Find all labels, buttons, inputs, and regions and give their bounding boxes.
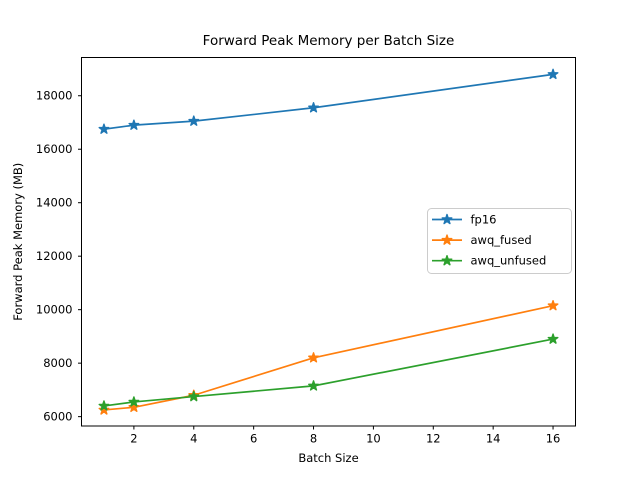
y-tick-label: 16000	[36, 142, 73, 156]
y-axis-label: Forward Peak Memory (MB)	[11, 163, 25, 321]
star-marker-fp16	[308, 102, 319, 113]
star-marker-fp16	[188, 115, 200, 126]
y-tick-label: 12000	[36, 249, 73, 263]
series-fp16	[98, 68, 559, 134]
y-tick-label: 6000	[43, 410, 72, 424]
x-tick-label: 14	[486, 432, 501, 446]
legend-entry-awq_fused: awq_fused	[432, 233, 532, 247]
series-awq_unfused	[98, 333, 559, 411]
star-marker-awq_unfused	[98, 400, 110, 411]
legend-label: fp16	[471, 213, 497, 227]
star-marker-awq_fused	[98, 404, 110, 415]
axes: 2 4 6 8 10 12 14 16 6000 8000 10000 12000 14000 16000…	[36, 57, 576, 446]
star-marker-fp16	[98, 123, 110, 134]
x-tick-label: 8	[310, 432, 317, 446]
star-marker-awq_fused	[547, 299, 559, 311]
data-series	[98, 68, 559, 415]
x-tick-label: 6	[250, 432, 257, 446]
plot-border	[81, 57, 576, 427]
legend-label: awq_unfused	[471, 254, 547, 268]
x-tick-label: 10	[366, 432, 381, 446]
y-tick-label: 10000	[36, 303, 73, 317]
star-marker-awq_unfused	[128, 396, 140, 407]
legend-box	[427, 208, 572, 274]
x-tick-label: 16	[546, 432, 561, 446]
y-tick-label: 8000	[43, 356, 72, 370]
x-tick-label: 2	[130, 432, 137, 446]
star-marker-fp16	[128, 119, 140, 130]
y-axis-ticks: 6000 8000 10000 12000 14000 16000 18000	[36, 89, 82, 424]
x-axis-label: Batch Size	[298, 451, 358, 465]
legend-star-marker	[441, 234, 453, 245]
legend-label: awq_fused	[471, 233, 532, 247]
chart-title: Forward Peak Memory per Batch Size	[203, 33, 455, 49]
star-marker-awq_unfused	[188, 390, 200, 402]
x-tick-label: 4	[190, 432, 197, 446]
legend: fp16 awq_fused awq_unfused	[427, 208, 572, 274]
star-marker-fp16	[547, 68, 559, 80]
legend-star-marker	[441, 213, 453, 225]
y-tick-label: 18000	[36, 89, 73, 103]
star-marker-awq_fused	[308, 352, 319, 363]
star-marker-awq_unfused	[308, 380, 319, 391]
star-marker-awq_unfused	[547, 333, 559, 344]
legend-entry-awq_unfused: awq_unfused	[432, 254, 546, 268]
x-axis-ticks: 2 4 6 8 10 12 14 16	[130, 426, 560, 446]
legend-star-marker	[441, 255, 453, 266]
y-tick-label: 14000	[36, 196, 73, 210]
x-tick-label: 12	[426, 432, 441, 446]
legend-entry-fp16: fp16	[432, 213, 496, 227]
